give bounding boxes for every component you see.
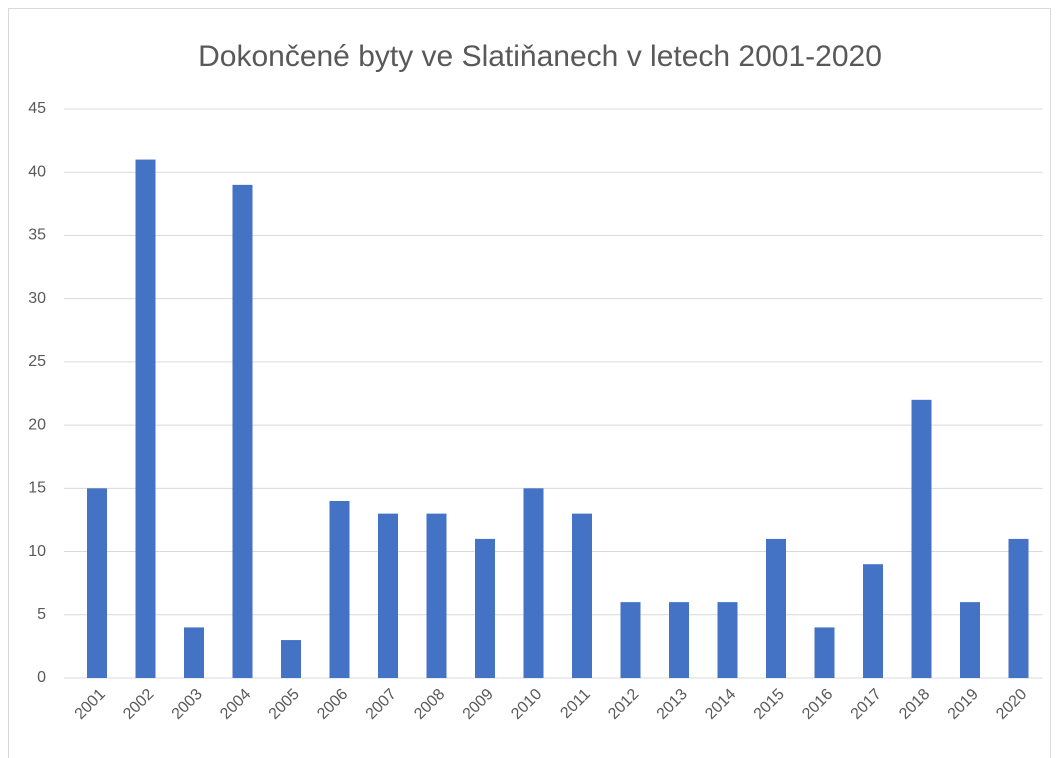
bar — [281, 640, 301, 678]
chart-title: Dokončené byty ve Slatiňanech v letech 2… — [198, 40, 882, 73]
bar — [426, 513, 447, 678]
x-tick-label: 2013 — [654, 686, 691, 723]
x-tick-label: 2017 — [848, 686, 885, 723]
bar — [523, 488, 544, 678]
bar — [814, 627, 835, 678]
bar — [475, 538, 495, 678]
bar — [87, 488, 107, 678]
x-tick-label: 2006 — [314, 686, 351, 723]
y-tick-label: 25 — [28, 353, 46, 370]
bar — [329, 500, 350, 678]
x-tick-label: 2001 — [72, 686, 109, 723]
x-tick-label: 2019 — [945, 686, 982, 723]
y-tick-label: 5 — [37, 606, 46, 623]
x-tick-label: 2004 — [217, 686, 254, 723]
x-tick-label: 2005 — [266, 686, 303, 723]
y-tick-label: 20 — [28, 416, 46, 433]
y-tick-label: 15 — [28, 480, 46, 497]
y-tick-label: 10 — [28, 543, 46, 560]
bar — [620, 602, 641, 678]
y-tick-label: 40 — [28, 163, 46, 180]
x-tick-label: 2015 — [751, 686, 788, 723]
x-tick-label: 2003 — [169, 686, 206, 723]
chart-border — [8, 8, 1051, 758]
bar — [766, 538, 786, 678]
bar — [378, 513, 398, 678]
y-tick-label: 30 — [28, 290, 46, 307]
y-tick-label: 0 — [37, 669, 46, 686]
y-tick-label: 45 — [28, 100, 46, 117]
x-tick-label: 2018 — [896, 686, 933, 723]
x-tick-label: 2002 — [120, 686, 157, 723]
y-tick-label: 35 — [28, 227, 46, 244]
bar — [135, 159, 156, 679]
x-tick-label: 2011 — [557, 686, 593, 722]
bar — [669, 602, 689, 678]
bar — [717, 602, 738, 678]
bar — [863, 564, 883, 678]
x-tick-label: 2020 — [993, 686, 1030, 723]
bar — [960, 602, 980, 678]
x-tick-label: 2014 — [702, 686, 739, 723]
x-tick-label: 2009 — [460, 686, 497, 723]
bar — [572, 513, 592, 678]
x-tick-label: 2012 — [605, 686, 642, 723]
bar — [1008, 538, 1029, 678]
bar — [232, 184, 253, 678]
x-tick-label: 2007 — [363, 686, 400, 723]
x-tick-label: 2010 — [508, 686, 545, 723]
bar — [911, 399, 932, 678]
x-tick-label: 2016 — [799, 686, 836, 723]
x-tick-label: 2008 — [411, 686, 448, 723]
bar — [184, 627, 204, 678]
